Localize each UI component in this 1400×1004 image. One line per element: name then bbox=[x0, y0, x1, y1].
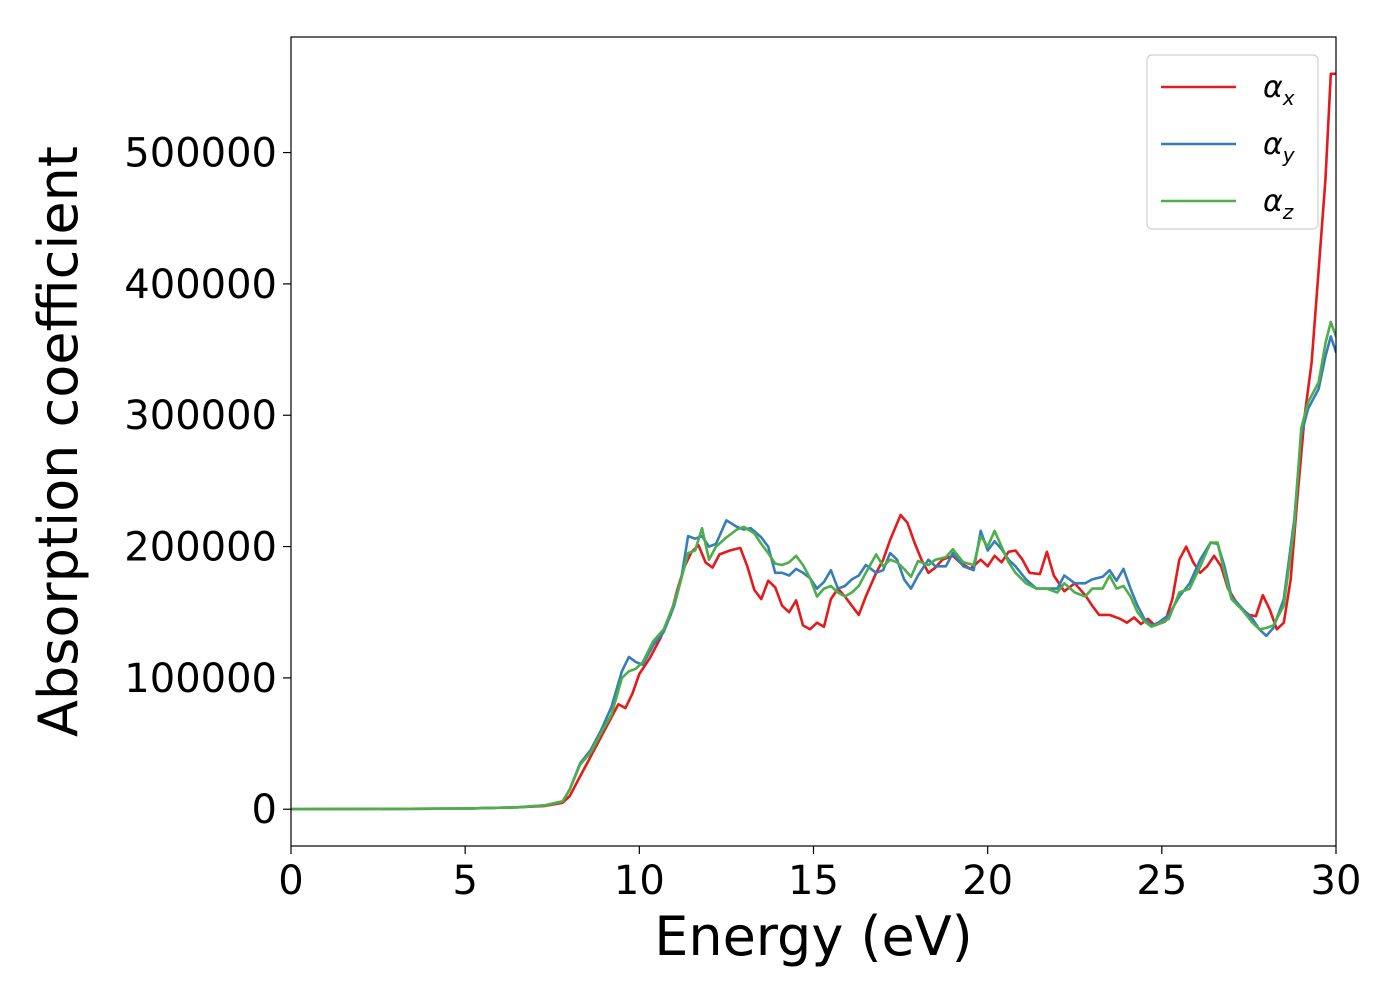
y-tick-label: 500000 bbox=[124, 131, 277, 177]
y-tick-label: 100000 bbox=[124, 656, 277, 702]
y-axis-label: Absorption coefficient bbox=[27, 146, 90, 737]
legend-subscript-y: y bbox=[1282, 143, 1296, 167]
x-tick-label: 30 bbox=[1311, 858, 1362, 904]
x-tick-label: 25 bbox=[1136, 858, 1187, 904]
y-tick-label: 400000 bbox=[124, 262, 277, 308]
x-tick-label: 10 bbox=[614, 858, 665, 904]
series-line-y bbox=[291, 335, 1336, 811]
legend-box bbox=[1146, 54, 1319, 230]
x-tick-label: 20 bbox=[962, 858, 1013, 904]
y-tick-label: 200000 bbox=[124, 525, 277, 571]
y-ticks: 0 100000 200000 300000 400000 500000 bbox=[124, 131, 291, 833]
series-line-z bbox=[291, 320, 1336, 811]
series-layer bbox=[291, 72, 1336, 811]
x-ticks: 0 5 10 15 20 25 30 bbox=[278, 846, 1361, 904]
y-tick-label: 300000 bbox=[124, 393, 277, 439]
y-tick-label: 0 bbox=[252, 787, 277, 833]
legend-subscript-z: z bbox=[1282, 200, 1294, 224]
x-tick-label: 0 bbox=[278, 858, 303, 904]
legend-subscript-x: x bbox=[1282, 86, 1295, 110]
x-axis-label: Energy (eV) bbox=[654, 905, 973, 968]
x-tick-label: 15 bbox=[788, 858, 839, 904]
x-tick-label: 5 bbox=[452, 858, 477, 904]
